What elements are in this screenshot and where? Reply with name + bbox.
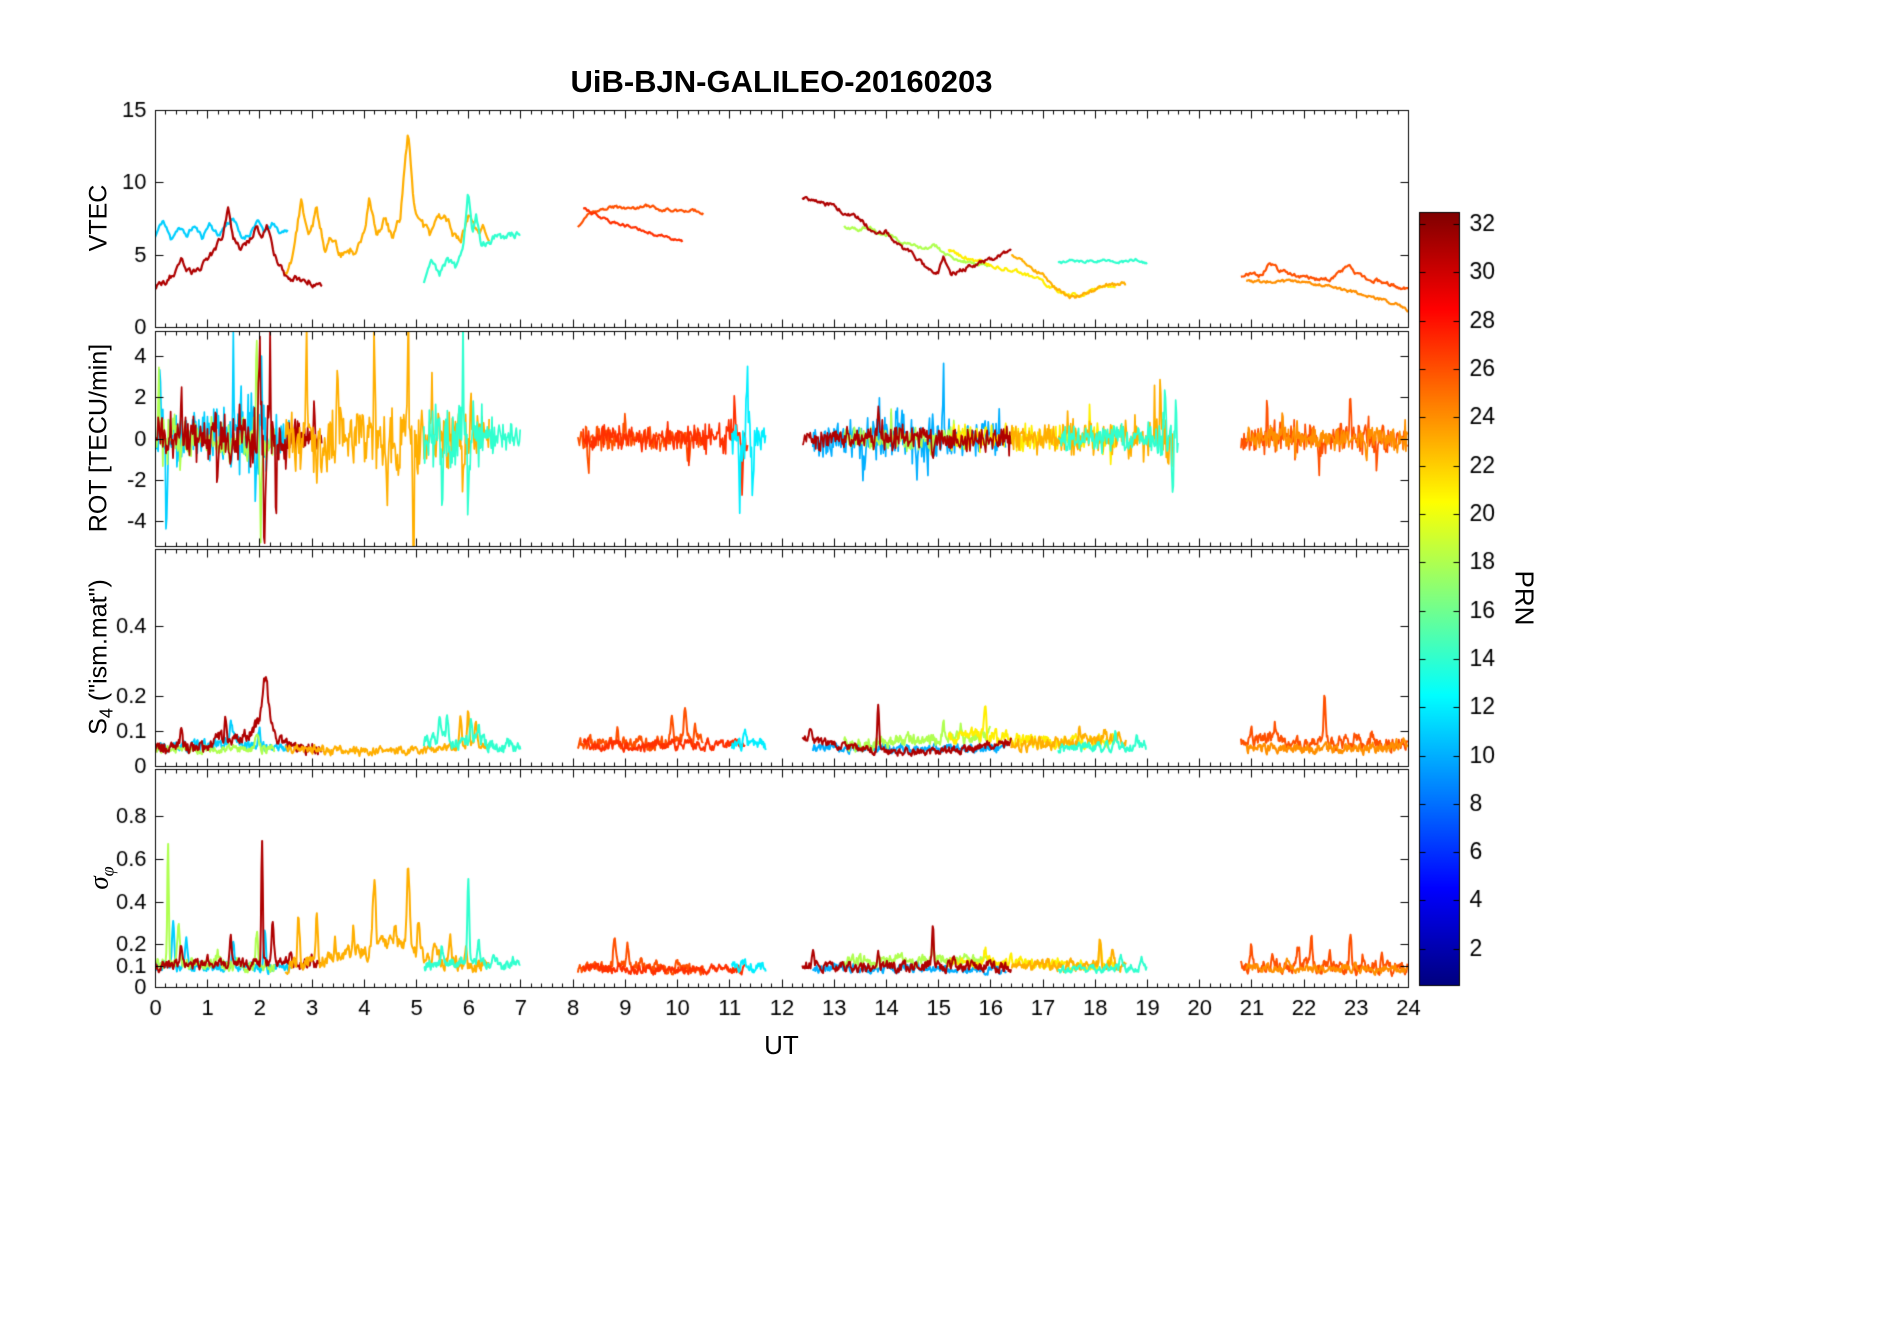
y-axis-label-rot: ROT [TECU/min] [85, 344, 114, 532]
y-axis-label-s4: S4 ("ism.mat") [84, 579, 117, 735]
ylabel-text: σ [83, 876, 114, 890]
ylabel-text: ROT [TECU/min] [84, 343, 113, 533]
ylabel-subscript: φ [97, 866, 118, 877]
colorbar-label: PRN [1509, 570, 1540, 626]
ylabel-suffix: ("ism.mat") [84, 579, 113, 709]
y-axis-label-sigma-phi: σφ [83, 866, 118, 890]
ylabel-subscript: 4 [96, 708, 117, 719]
x-axis-label: UT [764, 1030, 799, 1060]
ylabel-text: S [84, 718, 113, 735]
y-axis-label-vtec: VTEC [85, 185, 114, 252]
chart-title: UiB-BJN-GALILEO-20160203 [570, 64, 993, 99]
ylabel-text: VTEC [84, 184, 113, 252]
